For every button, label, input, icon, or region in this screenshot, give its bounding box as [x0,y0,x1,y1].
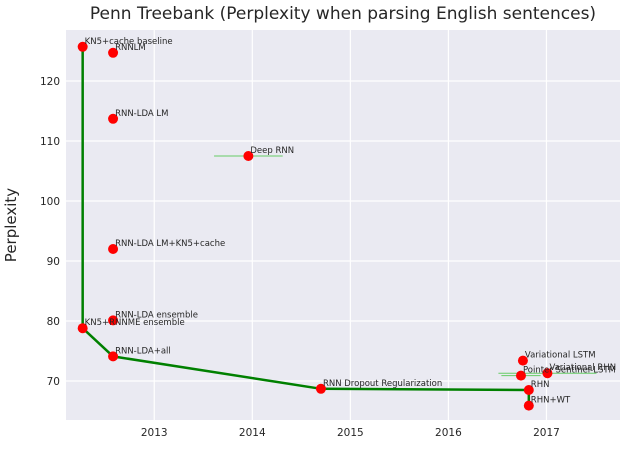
point-variational-rhn [542,368,553,379]
label-rhn-wt: RHN+WT [531,396,571,406]
label-rnn-lda-all: RNN-LDA+all [115,346,171,356]
label-rnnlm: RNNLM [115,43,146,53]
x-tick-label: 2013 [141,427,168,439]
label-rnn-dropout-regularization: RNN Dropout Regularization [323,379,442,389]
point-rhn-wt [523,400,534,411]
label-rnn-lda-ensemble: RNN-LDA ensemble [115,310,198,320]
point-rnn-lda-lm [108,113,119,124]
point-variational-lstm [517,355,528,366]
y-axis-ticks: 70 80 90 100 110 120 [40,76,60,388]
label-kn5-rnnme-ensemble: KN5+RNNME ensemble [85,318,185,328]
point-rnn-lda-ensemble [108,315,119,326]
point-rnnlm [108,47,119,58]
y-tick-label: 90 [47,256,60,268]
y-tick-label: 80 [47,316,60,328]
chart-title: Penn Treebank (Perplexity when parsing E… [90,4,596,24]
y-tick-label: 70 [47,376,60,388]
label-pointer-sentinel-lstm: Pointer Sentinel-LSTM [523,366,616,376]
x-tick-label: 2015 [337,427,364,439]
x-tick-label: 2016 [435,427,462,439]
x-tick-label: 2017 [533,427,560,439]
label-deep-rnn: Deep RNN [250,146,294,156]
label-rnn-lda-lm: RNN-LDA LM [115,109,168,119]
label-rhn: RHN [531,380,550,390]
point-rhn [523,385,534,395]
y-tick-label: 110 [40,136,60,148]
data-points [77,41,553,411]
y-axis-label: Perplexity [2,188,20,262]
point-rnn-dropout-regularization [315,383,326,394]
grid-lines [66,30,620,420]
label-rnn-lda-lm-kn5-cache: RNN-LDA LM+KN5+cache [115,239,225,249]
point-rnn-lda-all [108,351,119,362]
point-deep-rnn [243,151,254,161]
label-variational-lstm: Variational LSTM [525,351,596,361]
plot-background [66,30,620,420]
label-kn5-cache-baseline: KN5+cache baseline [85,37,173,47]
label-variational-rhn: Variational RHN [549,363,616,373]
point-rnn-lda-lm-kn5-cache [108,244,119,254]
y-tick-label: 100 [40,196,60,208]
y-tick-label: 120 [40,76,60,88]
x-axis-ticks: 2013 2014 2015 2016 2017 [141,427,560,439]
point-kn5-cache-baseline [77,41,88,52]
point-kn5-rnnme-ensemble [77,323,88,334]
x-tick-label: 2014 [239,427,266,439]
point-pointer-sentinel-lstm [515,370,526,381]
